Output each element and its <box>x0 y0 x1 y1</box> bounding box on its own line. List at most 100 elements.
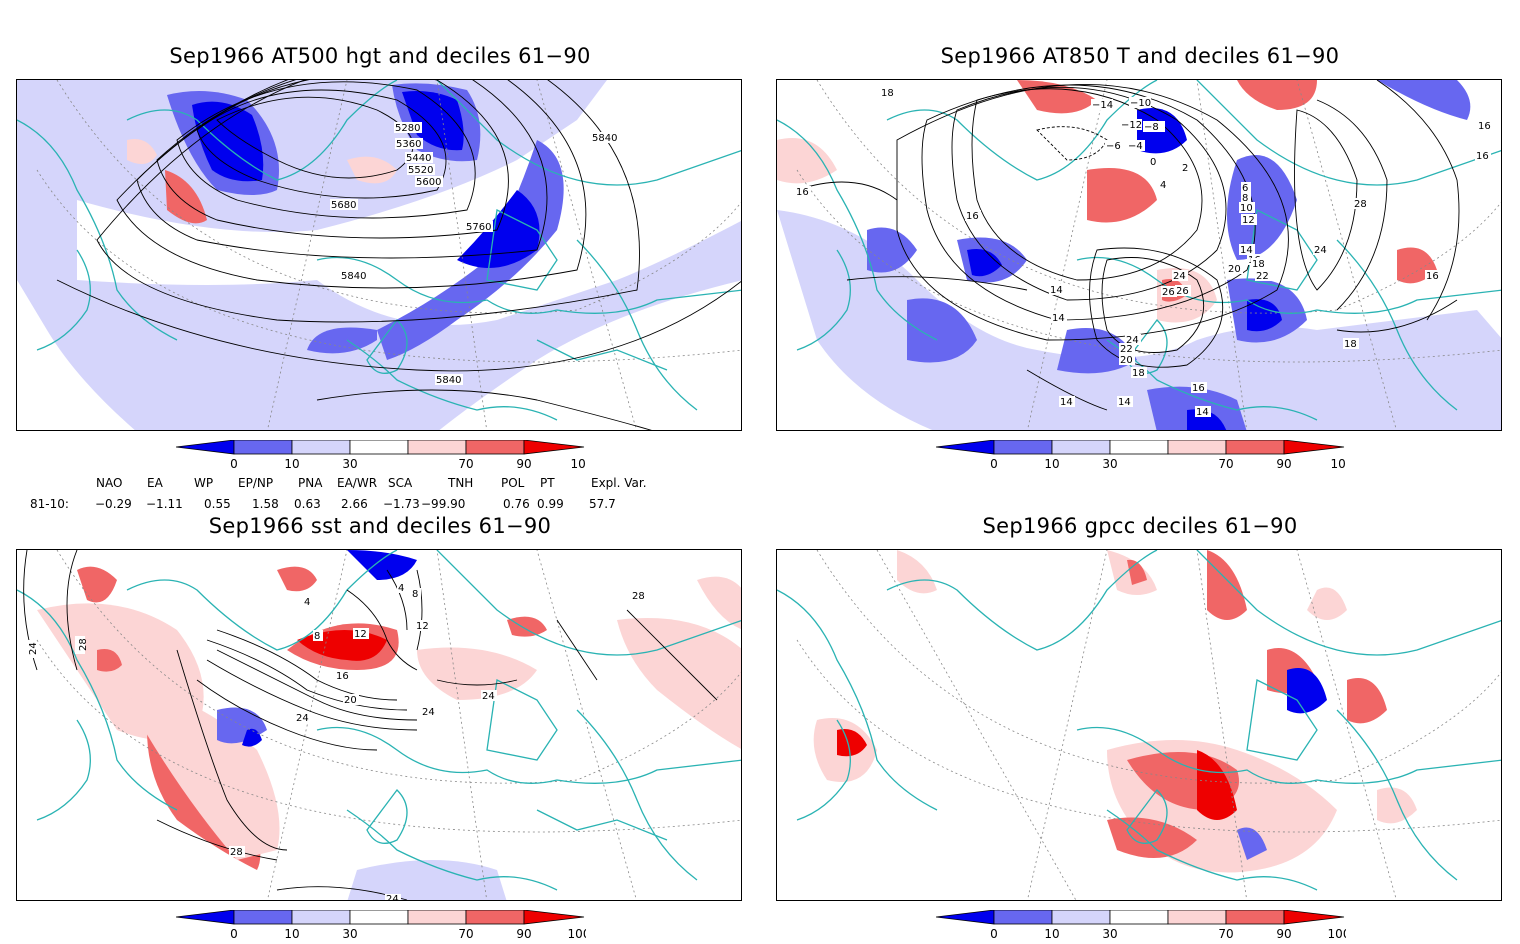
contour-label: 14 <box>1050 285 1063 296</box>
contour-label: 28 <box>632 591 645 602</box>
panel-title-sst: Sep1966 sst and deciles 61−90 <box>208 514 552 538</box>
index-header: NAO <box>96 476 123 490</box>
contour-label: 22 <box>1120 344 1133 355</box>
map-panel-sst: 24 28 4 8 12 4 8 12 16 20 24 24 24 28 28… <box>16 549 742 901</box>
colorbar-sst: 0 10 30 70 90 100 <box>175 909 590 941</box>
index-header: PT <box>540 476 555 490</box>
colorbar-tick: 100 <box>568 927 586 940</box>
colorbar-tick: 70 <box>458 927 473 940</box>
contour-label: 10 <box>1240 203 1253 214</box>
contour-label: 24 <box>386 894 399 901</box>
below-normal-light-area <box>777 210 1501 430</box>
contour-label: 28 <box>230 847 243 858</box>
contour-label: 18 <box>1252 259 1265 270</box>
contour-label: 5360 <box>396 139 421 150</box>
contour-label: 5600 <box>416 177 441 188</box>
index-header: PNA <box>298 476 323 490</box>
contour-label: 20 <box>1120 355 1133 366</box>
contour-label: 5280 <box>395 123 420 134</box>
contour-label: 24 <box>1126 335 1139 346</box>
map-hgt-svg: 5280 5360 5440 5520 5600 5680 5760 5840 … <box>17 80 741 430</box>
colorbar-tick: 10 <box>284 457 299 471</box>
contour-label: −4 <box>1128 141 1143 152</box>
contour-label: 5840 <box>341 271 366 282</box>
index-value: −1.73 <box>383 497 420 511</box>
index-header: SCA <box>388 476 413 490</box>
colorbar-tick: 10 <box>284 927 299 940</box>
contour-label: 24 <box>1173 271 1186 282</box>
contour-label: 12 <box>1242 215 1255 226</box>
index-row-label: 81-10: <box>30 497 69 511</box>
map-gpcc-svg <box>777 550 1501 900</box>
index-header: EP/NP <box>238 476 274 490</box>
contour-label: 5440 <box>406 153 431 164</box>
index-header: Expl. Var. <box>591 476 647 490</box>
indices-table: NAO EA WP EP/NP PNA EA/WR SCA TNH POL PT… <box>0 476 760 516</box>
map-sst-svg: 24 28 4 8 12 4 8 12 16 20 24 24 24 28 28… <box>17 550 741 901</box>
contour-label: 18 <box>1132 368 1145 379</box>
panel-title-t850: Sep1966 AT850 T and deciles 61−90 <box>940 44 1340 68</box>
colorbar-tick: 30 <box>1102 927 1117 940</box>
colorbar-tick: 70 <box>1218 927 1233 940</box>
index-header: EA <box>147 476 163 490</box>
contour-label: 16 <box>1478 121 1491 132</box>
index-header: POL <box>501 476 525 490</box>
contour-label: 5680 <box>331 200 356 211</box>
index-value: 0.55 <box>204 497 231 511</box>
colorbar-svg: 0 10 30 70 90 100 <box>935 439 1353 471</box>
contour-label: 26 <box>1162 287 1175 298</box>
colorbar-tick: 90 <box>516 457 531 471</box>
contour-label: 8 <box>1242 193 1248 204</box>
contour-label: 8 <box>314 631 320 642</box>
contour-label: 22 <box>1256 271 1269 282</box>
contour-label: 16 <box>1426 271 1439 282</box>
colorbar-tick: 70 <box>458 457 473 471</box>
contour-label: 18 <box>1344 339 1357 350</box>
contour-label: 8 <box>412 589 418 600</box>
contour-label: 4 <box>1160 180 1166 191</box>
index-value: 0.99 <box>537 497 564 511</box>
index-header: TNH <box>448 476 474 490</box>
contour-label: −10 <box>1130 98 1151 109</box>
index-value: 57.7 <box>589 497 616 511</box>
colorbar-tick: 70 <box>1218 457 1233 471</box>
colorbar-tick: 30 <box>342 457 357 471</box>
contour-label: 12 <box>354 629 367 640</box>
contour-label: 28 <box>78 638 89 651</box>
map-t850-svg: 18 −10 −14 −12 −8 −6 −4 0 2 4 6 8 10 12 … <box>777 80 1501 430</box>
colorbar-tick: 10 <box>1044 927 1059 940</box>
contour-label: 24 <box>1314 245 1327 256</box>
contour-label: −8 <box>1144 122 1159 133</box>
colorbar-tick: 90 <box>1276 457 1291 471</box>
colorbar-tick: 10 <box>1044 457 1059 471</box>
contour-label: −12 <box>1121 120 1142 131</box>
colorbar-svg: 0 10 30 70 90 100 <box>175 909 590 941</box>
contour-label: 16 <box>796 187 809 198</box>
index-value: 2.66 <box>341 497 368 511</box>
contour-label: 14 <box>1052 313 1065 324</box>
colorbar-tick: 90 <box>516 927 531 940</box>
contour-label: 16 <box>1476 151 1489 162</box>
contour-label: 24 <box>28 642 39 655</box>
contour-label: 16 <box>336 671 349 682</box>
index-value: −1.11 <box>146 497 183 511</box>
colorbar-gpcc: 0 10 30 70 90 100 <box>935 909 1350 941</box>
colorbar-tick: 100 <box>571 457 586 471</box>
contour-label: 20 <box>1228 264 1241 275</box>
contour-label: 4 <box>304 597 310 608</box>
panel-title-gpcc: Sep1966 gpcc deciles 61−90 <box>982 514 1298 538</box>
contour-label: 16 <box>966 211 979 222</box>
index-value: −0.29 <box>95 497 132 511</box>
contour-label: 2 <box>1182 163 1188 174</box>
colorbar-tick: 100 <box>1328 927 1346 940</box>
colorbar-tick: 0 <box>990 457 998 471</box>
contour-label: −14 <box>1092 100 1113 111</box>
map-panel-t850: 18 −10 −14 −12 −8 −6 −4 0 2 4 6 8 10 12 … <box>776 79 1502 431</box>
colorbar-hgt: 0 10 30 70 90 100 <box>175 439 593 480</box>
colorbar-tick: 0 <box>230 457 238 471</box>
colorbar-svg: 0 10 30 70 90 100 <box>175 439 593 471</box>
contour-label: 14 <box>1196 407 1209 418</box>
contour-label: 12 <box>416 621 429 632</box>
colorbar-svg: 0 10 30 70 90 100 <box>935 909 1350 941</box>
contour-label: 18 <box>881 88 894 99</box>
